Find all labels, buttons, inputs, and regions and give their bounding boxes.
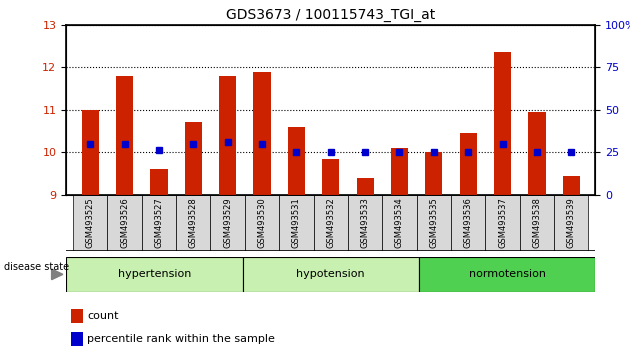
Bar	[288, 127, 305, 195]
Bar	[382, 195, 416, 251]
Bar	[176, 195, 210, 251]
Bar	[151, 169, 168, 195]
Bar	[494, 52, 511, 195]
Polygon shape	[52, 269, 63, 280]
Bar	[71, 309, 83, 323]
Bar	[348, 195, 382, 251]
Bar	[451, 195, 485, 251]
Bar	[554, 195, 588, 251]
Bar	[219, 76, 236, 195]
Text: GSM493528: GSM493528	[189, 198, 198, 248]
Bar	[82, 110, 99, 195]
Bar	[66, 257, 243, 292]
Bar	[485, 195, 520, 251]
Bar	[116, 76, 133, 195]
Bar	[322, 159, 340, 195]
Bar	[107, 195, 142, 251]
Text: GSM493536: GSM493536	[464, 198, 472, 249]
Text: GSM493537: GSM493537	[498, 198, 507, 249]
Bar	[245, 195, 279, 251]
Text: GSM493539: GSM493539	[567, 198, 576, 248]
Text: hypotension: hypotension	[297, 269, 365, 279]
Text: GSM493527: GSM493527	[154, 198, 163, 248]
Text: count: count	[88, 311, 119, 321]
Text: GSM493535: GSM493535	[429, 198, 438, 248]
Bar	[185, 122, 202, 195]
Bar	[71, 332, 83, 346]
Text: hypertension: hypertension	[118, 269, 191, 279]
Text: GSM493531: GSM493531	[292, 198, 301, 248]
Text: GSM493533: GSM493533	[360, 198, 370, 249]
Bar	[563, 176, 580, 195]
Text: GSM493538: GSM493538	[532, 198, 541, 249]
Text: GSM493529: GSM493529	[223, 198, 232, 248]
Bar	[425, 152, 442, 195]
Bar	[416, 195, 451, 251]
Bar	[520, 195, 554, 251]
Bar	[253, 72, 271, 195]
Bar	[73, 195, 107, 251]
Text: GSM493532: GSM493532	[326, 198, 335, 248]
Text: GSM493534: GSM493534	[395, 198, 404, 248]
Bar	[357, 178, 374, 195]
Bar	[391, 148, 408, 195]
Text: disease state: disease state	[4, 262, 69, 272]
Title: GDS3673 / 100115743_TGI_at: GDS3673 / 100115743_TGI_at	[226, 8, 435, 22]
Bar	[419, 257, 595, 292]
Text: GSM493530: GSM493530	[258, 198, 266, 248]
Bar	[529, 112, 546, 195]
Text: GSM493526: GSM493526	[120, 198, 129, 248]
Bar	[460, 133, 477, 195]
Text: GSM493525: GSM493525	[86, 198, 94, 248]
Bar	[243, 257, 419, 292]
Bar	[279, 195, 314, 251]
Text: normotension: normotension	[469, 269, 546, 279]
Bar	[210, 195, 245, 251]
Text: percentile rank within the sample: percentile rank within the sample	[88, 334, 275, 344]
Bar	[142, 195, 176, 251]
Bar	[314, 195, 348, 251]
